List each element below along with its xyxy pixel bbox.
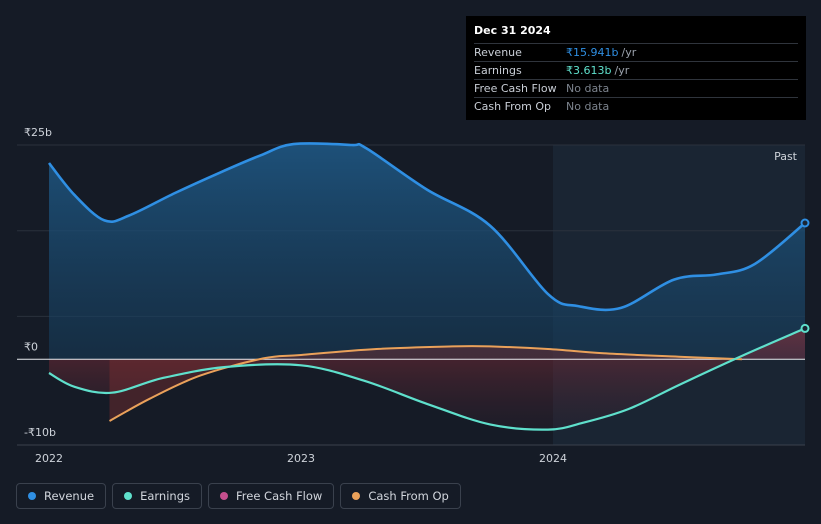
tooltip-unit: /yr [621,46,637,59]
legend-item-earnings[interactable]: Earnings [112,483,202,509]
tooltip-date: Dec 31 2024 [474,24,551,37]
tooltip-unit: /yr [614,64,630,77]
tooltip-label: Earnings [474,64,522,77]
x-tick-label: 2022 [35,452,63,465]
free-cash-flow-dot-icon [220,492,228,500]
legend-item-cash-from-op[interactable]: Cash From Op [340,483,461,509]
tooltip: Dec 31 2024 Revenue ₹15.941b /yr Earning… [466,16,806,120]
legend-label: Earnings [140,489,190,503]
tooltip-value: ₹15.941b [566,46,619,59]
legend-item-revenue[interactable]: Revenue [16,483,107,509]
legend-label: Cash From Op [368,489,449,503]
tooltip-value: No data [566,100,610,113]
tooltip-label: Revenue [474,46,522,59]
revenue-line [47,142,806,312]
y-tick-label: ₹25b [24,126,52,139]
legend: Revenue Earnings Free Cash Flow Cash Fro… [16,483,461,509]
x-tick-label: 2023 [287,452,315,465]
tooltip-row-earnings: Earnings ₹3.613b /yr [474,61,798,79]
earnings-line [48,327,806,431]
y-tick-label: ₹0 [24,340,38,353]
earnings-end-point [800,323,810,333]
earnings-area [49,328,805,430]
x-tick-label: 2024 [539,452,567,465]
earnings-dot-icon [124,492,133,500]
revenue-dot-icon [28,492,36,500]
legend-label: Revenue [44,489,95,503]
y-tick-label: -₹10b [24,426,56,439]
revenue-end-point [800,218,810,228]
revenue-area [49,143,805,360]
tooltip-value: No data [566,82,610,95]
legend-item-free-cash-flow[interactable]: Free Cash Flow [208,483,335,509]
tooltip-label: Cash From Op [474,100,552,113]
cash-from-op-line [109,345,743,422]
tooltip-row-cfo: Cash From Op No data [474,97,798,115]
tooltip-label: Free Cash Flow [474,82,557,95]
cash-from-op-dot-icon [352,492,361,500]
legend-label: Free Cash Flow [236,489,323,503]
tooltip-row-revenue: Revenue ₹15.941b /yr [474,43,798,61]
region-label: Past [774,150,798,163]
tooltip-row-fcf: Free Cash Flow No data [474,79,798,97]
tooltip-value: ₹3.613b [566,64,612,77]
